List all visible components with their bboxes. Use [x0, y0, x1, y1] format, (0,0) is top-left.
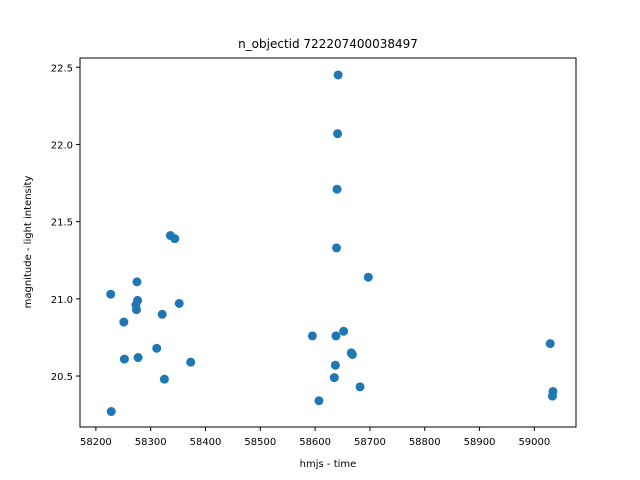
x-tick-label: 59000 — [518, 437, 550, 448]
data-point — [132, 277, 142, 287]
data-point — [131, 305, 141, 315]
data-point — [329, 373, 339, 383]
y-tick-label: 22.5 — [51, 63, 73, 74]
y-tick-label: 22.0 — [51, 140, 73, 151]
data-point — [152, 343, 162, 353]
data-point — [106, 407, 116, 417]
data-point — [339, 326, 349, 336]
x-tick-label: 58900 — [464, 437, 496, 448]
y-axis: 20.5 21.0 21.5 22.0 22.5 — [51, 63, 80, 383]
data-point — [314, 396, 324, 406]
data-point — [331, 331, 341, 341]
x-tick-label: 58200 — [80, 437, 112, 448]
data-point — [157, 309, 167, 319]
data-point — [106, 289, 116, 299]
chart-title: n_objectid 722207400038497 — [238, 37, 418, 51]
data-point — [332, 184, 342, 194]
data-point — [347, 349, 357, 359]
x-tick-label: 58400 — [190, 437, 222, 448]
data-point — [307, 331, 317, 341]
data-point — [333, 129, 343, 139]
data-point — [119, 354, 129, 364]
x-axis-label: hmjs - time — [300, 459, 357, 470]
x-tick-label: 58800 — [409, 437, 441, 448]
data-point — [548, 386, 558, 396]
x-tick-label: 58500 — [244, 437, 276, 448]
data-point — [333, 70, 343, 80]
data-point — [355, 382, 365, 392]
axes-frame — [79, 57, 577, 428]
data-point — [133, 295, 143, 305]
data-point — [133, 353, 143, 363]
y-tick-label: 21.5 — [51, 218, 73, 229]
x-tick-label: 58600 — [299, 437, 331, 448]
x-tick-label: 58700 — [354, 437, 386, 448]
data-point — [545, 339, 555, 349]
y-axis-label: magnitude - light intensity — [23, 176, 34, 309]
data-point — [363, 272, 373, 282]
data-point — [330, 360, 340, 370]
data-point — [174, 298, 184, 308]
data-point — [170, 234, 180, 244]
x-tick-label: 58300 — [135, 437, 167, 448]
y-tick-label: 20.5 — [51, 372, 73, 383]
data-point — [159, 374, 169, 384]
plot-area — [106, 70, 558, 417]
data-point — [119, 317, 129, 327]
x-axis: 58200 58300 58400 58500 58600 58700 58800 58900… — [80, 427, 550, 448]
data-point — [186, 357, 196, 367]
y-tick-label: 21.0 — [51, 295, 73, 306]
data-point — [332, 243, 341, 253]
